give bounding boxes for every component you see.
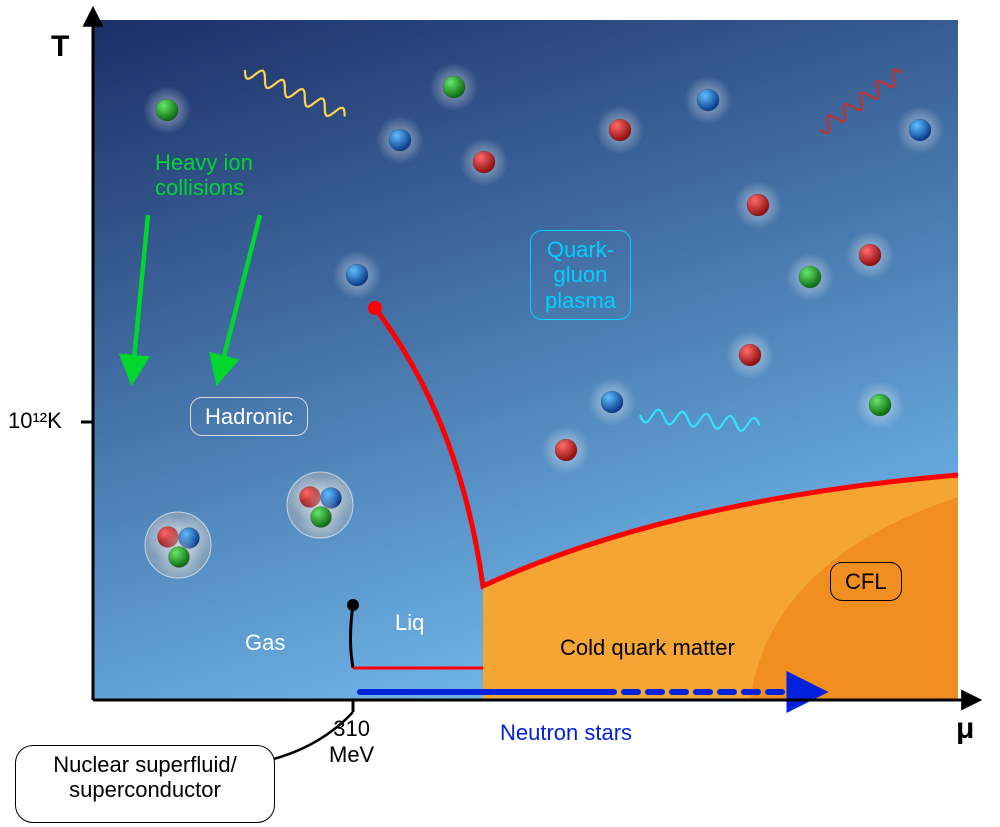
critical-point — [368, 301, 382, 315]
nuclear-superfluid-callout: Nuclear superfluid/ superconductor — [15, 745, 275, 823]
cfl-label: CFL — [830, 562, 902, 601]
x-tick-label: 310 MeV — [329, 716, 374, 768]
liq-label: Liq — [395, 610, 424, 635]
qcd-phase-diagram: T μ 10¹²K 310 MeV Hadronic Quark- gluon … — [0, 0, 1000, 827]
y-axis-label: T — [51, 30, 69, 64]
cold-quark-label: Cold quark matter — [560, 635, 735, 660]
hadronic-label: Hadronic — [190, 397, 308, 436]
diagram-svg — [0, 0, 1000, 827]
gas-label: Gas — [245, 630, 285, 655]
liquid-gas-critical-point — [347, 599, 359, 611]
neutron-stars-label: Neutron stars — [500, 720, 632, 745]
x-axis-label: μ — [956, 712, 974, 746]
heavy-ion-label: Heavy ion collisions — [155, 150, 253, 201]
y-tick-label: 10¹²K — [8, 408, 62, 434]
qgp-label: Quark- gluon plasma — [530, 230, 631, 320]
